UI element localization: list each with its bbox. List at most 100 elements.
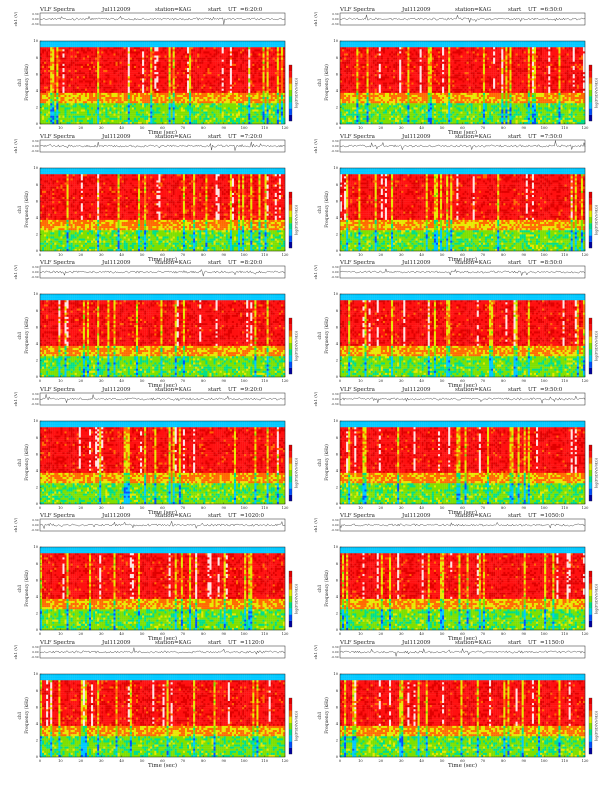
spectrogram-cell — [48, 49, 51, 52]
spectrogram-cell — [174, 97, 177, 100]
spectrogram-cell — [197, 74, 200, 77]
spectrogram-cell — [191, 115, 194, 118]
spectrogram-cell — [193, 86, 196, 89]
spectrogram-cell — [89, 86, 92, 89]
spectrogram-cell — [131, 88, 135, 91]
spectrogram-cell — [142, 63, 145, 67]
spectrogram-cell — [219, 113, 222, 116]
spectrogram-cell — [176, 41, 179, 44]
spectrogram-cell — [231, 109, 235, 112]
spectrogram-cell — [50, 59, 53, 62]
spectrogram-cell — [174, 99, 177, 102]
spectrogram-cell — [117, 119, 120, 123]
spectrogram-cell — [82, 97, 86, 100]
spectrogram-cell — [238, 67, 241, 71]
spectrogram-cell — [50, 49, 53, 52]
spectrogram-cell — [109, 74, 112, 77]
spectrogram-cell — [225, 55, 228, 58]
spectrogram-cell — [101, 80, 104, 83]
spectrogram-cell — [95, 61, 98, 64]
spectrogram-cell — [89, 61, 92, 64]
spectrogram-cell — [225, 109, 228, 112]
spectrogram-cell — [66, 61, 69, 64]
spectrogram-cell — [272, 84, 275, 87]
spectrogram-cell — [74, 103, 77, 106]
spectrogram-cell — [72, 121, 75, 125]
spectrogram-cell — [119, 49, 122, 52]
spectrogram-cell — [64, 51, 67, 54]
spectrogram-cell — [113, 103, 116, 106]
spectrogram-cell — [187, 78, 190, 81]
spectrogram-cell — [225, 107, 228, 110]
spectrogram-cell — [187, 63, 190, 67]
spectrogram-cell — [164, 115, 167, 118]
spectrogram-cell — [150, 105, 153, 108]
spectrogram-cell — [115, 47, 118, 50]
spectrogram-cell — [272, 43, 275, 46]
spectrogram-cell — [225, 82, 228, 85]
spectrogram-cell — [193, 59, 196, 62]
spectrogram-cell — [70, 65, 73, 69]
spectrogram-cell — [164, 43, 167, 46]
spectrogram-cell — [154, 117, 157, 121]
spectrogram-cell — [231, 90, 235, 94]
spectrogram-cell — [58, 82, 61, 85]
spectrogram-cell — [72, 117, 75, 121]
spectrogram-cell — [278, 41, 282, 44]
spectrogram-cell — [99, 92, 102, 96]
spectrogram-cell — [144, 45, 147, 48]
spectrogram-cell — [76, 97, 79, 100]
spectrogram-cell — [74, 115, 77, 118]
spectrogram-cell — [246, 47, 249, 50]
spectrogram-cell — [254, 88, 257, 91]
spectrogram-cell — [178, 53, 182, 56]
spectrogram-cell — [225, 57, 228, 60]
spectrogram-cell — [215, 92, 218, 96]
spectrogram-cell — [44, 105, 47, 108]
spectrogram-cell — [156, 84, 159, 87]
spectrogram-cell — [258, 65, 261, 69]
spectrogram-cell — [127, 67, 130, 71]
spectrogram-cell — [150, 94, 153, 98]
spectrogram-cell — [207, 121, 210, 125]
spectrogram-cell — [244, 76, 247, 79]
spectrogram-cell — [58, 115, 61, 118]
spectrogram-cell — [58, 61, 61, 64]
spectrogram-cell — [227, 43, 231, 46]
spectrogram-cell — [164, 121, 167, 125]
spectrogram-cell — [168, 92, 171, 96]
spectrogram-cell — [215, 111, 218, 114]
waveform-trace — [339, 14, 586, 23]
spectrogram-cell — [42, 117, 45, 121]
spectrogram-cell — [74, 76, 77, 79]
spectrogram-cell — [180, 84, 184, 87]
spectrogram-cell — [168, 61, 171, 64]
spectrogram-cell — [344, 88, 347, 91]
spectrogram-cell — [195, 101, 198, 104]
spectrogram-cell — [244, 72, 247, 75]
spectrogram-cell — [270, 97, 273, 100]
spectrogram-cell — [342, 80, 345, 83]
spectrogram-cell — [91, 109, 94, 112]
spectrogram-cell — [123, 78, 126, 81]
spectrogram-cell — [221, 80, 224, 83]
spectrogram-cell — [229, 121, 233, 125]
colorbar-segment — [289, 77, 292, 84]
spectrogram-cell — [125, 65, 128, 69]
spectrogram-cell — [101, 99, 104, 102]
spectrogram-cell — [150, 57, 153, 60]
spectrogram-cell — [91, 63, 94, 67]
spectrogram-cell — [109, 88, 112, 91]
spectrogram-cell — [238, 105, 241, 108]
spectrogram-cell — [142, 115, 145, 118]
spectrogram-cell — [223, 119, 226, 123]
spectrogram-cell — [107, 113, 110, 116]
spectrogram-cell — [84, 43, 88, 46]
spectrogram-cell — [162, 67, 165, 71]
spectrogram-cell — [56, 105, 59, 108]
spectrogram-cell — [86, 74, 90, 77]
panel-ut-label: UT — [528, 7, 537, 13]
spectrogram-cell — [254, 86, 257, 89]
spectrogram-cell — [248, 111, 251, 114]
spectrogram-cell — [42, 45, 45, 48]
